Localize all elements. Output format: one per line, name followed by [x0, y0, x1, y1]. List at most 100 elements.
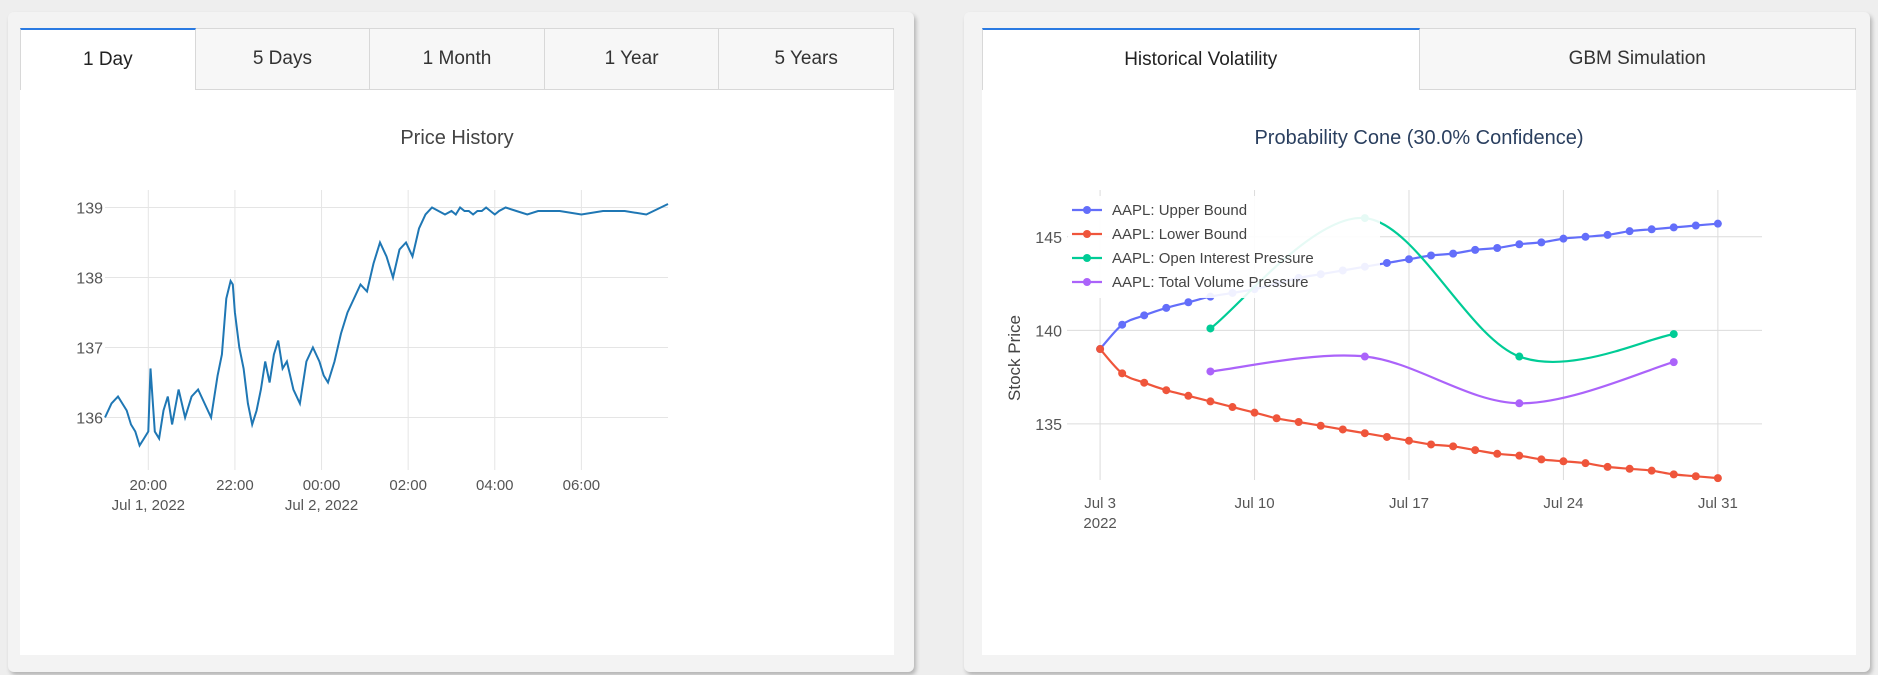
x-tick-label: 02:00	[389, 477, 427, 494]
series-point-upper	[1118, 320, 1127, 329]
x-tick-label: 22:00	[216, 477, 254, 494]
series-point-upper	[1559, 234, 1568, 243]
x-tick-label: Jul 10	[1235, 495, 1275, 512]
y-tick-label: 135	[1035, 417, 1062, 434]
legend-label: AAPL: Total Volume Pressure	[1112, 274, 1309, 291]
series-point-oi	[1515, 352, 1524, 361]
series-point-lower	[1449, 442, 1458, 451]
series-point-upper	[1427, 251, 1436, 260]
series-point-vol	[1515, 399, 1524, 408]
tab-gbm-simulation[interactable]: GBM Simulation	[1419, 28, 1856, 90]
tab-1-day[interactable]: 1 Day	[20, 28, 196, 90]
series-point-lower	[1581, 459, 1590, 468]
price-history-chart[interactable]: Price History 136 137 138 139 20:00 Jul 1, 20…	[20, 90, 894, 655]
series-point-lower	[1427, 440, 1436, 449]
series-line-vol	[1210, 354, 1674, 405]
series-point-lower	[1272, 414, 1281, 423]
legend-swatch-dot	[1083, 230, 1091, 238]
series-point-lower	[1559, 457, 1568, 466]
series-point-lower	[1471, 446, 1480, 455]
series-point-vol	[1206, 367, 1215, 376]
series-point-upper	[1713, 219, 1722, 228]
legend-swatch-dot	[1083, 278, 1091, 286]
series-point-upper	[1449, 249, 1458, 258]
series-point-vol	[1360, 352, 1369, 361]
series-point-upper	[1493, 244, 1502, 252]
timeframe-tabs: 1 Day 5 Days 1 Month 1 Year 5 Years	[20, 28, 894, 90]
chart-title: Probability Cone (30.0% Confidence)	[1254, 127, 1583, 149]
series-point-upper	[1603, 230, 1612, 239]
y-axis-label: Stock Price	[1005, 315, 1024, 401]
tab-5-years[interactable]: 5 Years	[719, 28, 894, 90]
series-point-upper	[1382, 258, 1391, 267]
series-point-upper	[1669, 223, 1678, 232]
series-point-lower	[1493, 449, 1502, 458]
x-tick-label: 00:00	[303, 477, 341, 494]
x-tick-label: 20:00	[130, 477, 168, 494]
series-point-upper	[1537, 238, 1546, 247]
volatility-card: Historical Volatility GBM Simulation Pro…	[964, 12, 1870, 672]
x-tick-sublabel: Jul 1, 2022	[112, 497, 185, 514]
x-tick-sublabel: Jul 2, 2022	[285, 497, 358, 514]
series-point-lower	[1250, 408, 1259, 417]
series-point-upper	[1184, 298, 1193, 307]
series-point-upper	[1625, 227, 1634, 236]
series-point-lower	[1647, 466, 1656, 475]
series-point-lower	[1515, 451, 1524, 460]
probability-cone-chart[interactable]: Probability Cone (30.0% Confidence) Stoc…	[982, 90, 1856, 655]
x-tick-sublabel: 2022	[1083, 515, 1116, 532]
series-point-upper	[1471, 245, 1480, 254]
y-tick-label: 139	[76, 201, 103, 218]
series-point-lower	[1118, 369, 1127, 378]
chart-title: Price History	[400, 127, 513, 149]
y-tick-label: 136	[76, 411, 103, 428]
series-point-lower	[1691, 472, 1700, 481]
tab-5-days[interactable]: 5 Days	[195, 28, 371, 90]
series-point-lower	[1360, 429, 1369, 438]
series-point-oi	[1206, 324, 1215, 333]
tab-1-month[interactable]: 1 Month	[370, 28, 545, 90]
series-point-upper	[1581, 232, 1590, 241]
series-point-lower	[1316, 421, 1325, 430]
x-tick-label: Jul 24	[1543, 495, 1583, 512]
tab-1-year[interactable]: 1 Year	[544, 28, 720, 90]
legend-label: AAPL: Lower Bound	[1112, 226, 1247, 243]
series-point-lower	[1713, 474, 1722, 483]
legend-label: AAPL: Open Interest Pressure	[1112, 250, 1314, 267]
x-tick-label: Jul 31	[1698, 495, 1738, 512]
series-point-upper	[1647, 225, 1656, 234]
legend-background	[1068, 196, 1380, 298]
y-tick-label: 137	[76, 341, 103, 358]
series-point-lower	[1338, 425, 1347, 434]
series-point-upper	[1691, 221, 1700, 230]
series-point-upper	[1140, 311, 1149, 320]
series-point-upper	[1515, 240, 1524, 249]
series-point-lower	[1206, 397, 1215, 406]
series-point-lower	[1625, 464, 1634, 473]
series-point-lower	[1404, 436, 1413, 445]
series-point-lower	[1294, 418, 1303, 426]
series-point-lower	[1096, 345, 1105, 354]
x-tick-label: Jul 17	[1389, 495, 1429, 512]
legend-swatch-dot	[1083, 206, 1091, 214]
series-point-lower	[1603, 462, 1612, 471]
volatility-panel: Probability Cone (30.0% Confidence) Stoc…	[982, 90, 1856, 655]
price-history-card: 1 Day 5 Days 1 Month 1 Year 5 Years Pric…	[8, 12, 914, 672]
price-history-panel: Price History 136 137 138 139 20:00 Jul 1, 20…	[20, 90, 894, 655]
series-point-lower	[1669, 470, 1678, 479]
series-point-lower	[1140, 378, 1149, 387]
series-point-lower	[1162, 386, 1171, 395]
x-tick-label: 04:00	[476, 477, 514, 494]
y-tick-label: 138	[76, 271, 103, 288]
tab-historical-volatility[interactable]: Historical Volatility	[982, 28, 1420, 90]
legend-swatch-dot	[1083, 254, 1091, 262]
x-tick-label: 06:00	[563, 477, 601, 494]
x-tick-label: Jul 3	[1084, 495, 1116, 512]
series-point-oi	[1669, 330, 1678, 339]
series-point-vol	[1669, 358, 1678, 367]
y-tick-label: 145	[1035, 230, 1062, 247]
analysis-tabs: Historical Volatility GBM Simulation	[982, 28, 1856, 90]
series-point-upper	[1404, 255, 1413, 264]
series-point-lower	[1537, 455, 1546, 464]
y-tick-label: 140	[1035, 323, 1062, 340]
